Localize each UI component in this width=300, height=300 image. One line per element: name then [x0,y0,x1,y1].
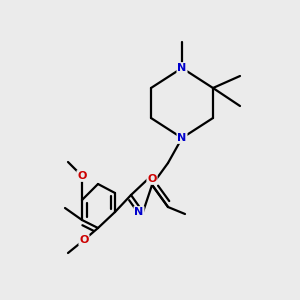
Text: N: N [177,133,187,143]
Text: N: N [177,63,187,73]
Text: N: N [134,207,144,217]
Text: O: O [77,171,87,181]
Text: O: O [79,235,89,245]
Text: O: O [147,174,157,184]
